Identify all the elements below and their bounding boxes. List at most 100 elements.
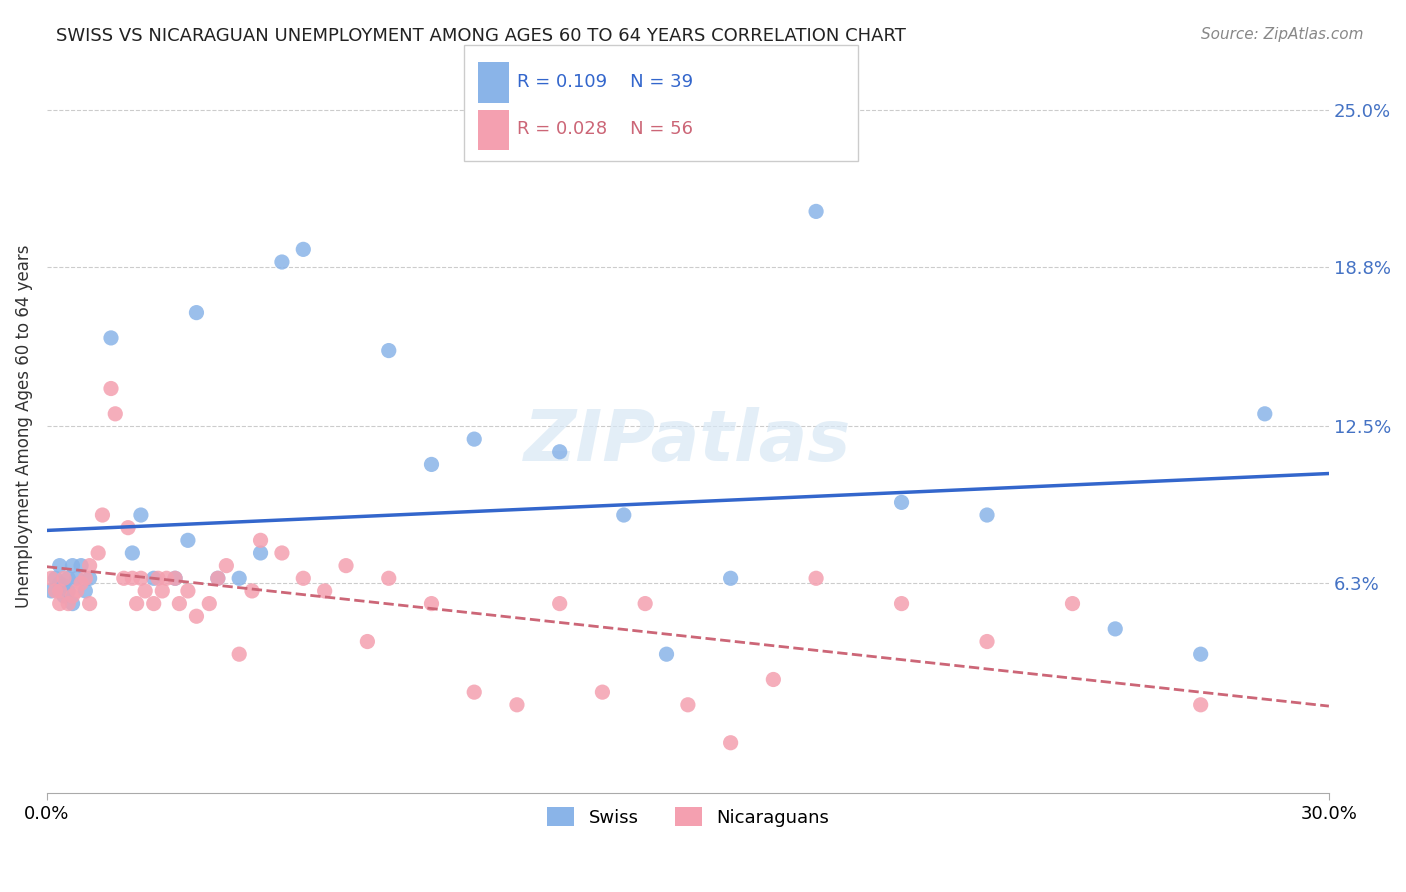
- Point: [292, 243, 315, 257]
- Point: [804, 204, 827, 219]
- Point: [506, 698, 529, 712]
- Point: [655, 647, 678, 661]
- Point: [53, 579, 76, 593]
- Point: [177, 583, 200, 598]
- Point: [804, 571, 827, 585]
- Point: [87, 546, 110, 560]
- Point: [420, 458, 443, 472]
- Point: [165, 571, 187, 585]
- Point: [1189, 698, 1212, 712]
- Point: [62, 597, 84, 611]
- Point: [146, 571, 169, 585]
- Point: [44, 571, 66, 585]
- Point: [1104, 622, 1126, 636]
- Point: [548, 444, 571, 458]
- Point: [79, 558, 101, 573]
- Point: [976, 508, 998, 522]
- Point: [271, 546, 294, 560]
- Point: [70, 576, 93, 591]
- Point: [720, 571, 742, 585]
- Point: [228, 647, 250, 661]
- Text: R = 0.028    N = 56: R = 0.028 N = 56: [517, 120, 693, 138]
- Point: [66, 571, 89, 585]
- Point: [48, 583, 70, 598]
- Point: [48, 597, 70, 611]
- Point: [53, 571, 76, 585]
- Point: [720, 736, 742, 750]
- Point: [53, 589, 76, 603]
- Point: [155, 571, 177, 585]
- Text: ZIPatlas: ZIPatlas: [524, 407, 852, 475]
- Point: [100, 331, 122, 345]
- Point: [890, 495, 912, 509]
- Legend: Swiss, Nicaraguans: Swiss, Nicaraguans: [538, 798, 838, 836]
- Point: [1254, 407, 1277, 421]
- Point: [121, 571, 143, 585]
- Point: [66, 583, 89, 598]
- Point: [1189, 647, 1212, 661]
- Point: [62, 558, 84, 573]
- Point: [58, 583, 80, 598]
- Point: [591, 685, 613, 699]
- Point: [228, 571, 250, 585]
- Point: [79, 597, 101, 611]
- Point: [463, 432, 485, 446]
- Point: [39, 571, 62, 585]
- Point: [548, 597, 571, 611]
- Point: [613, 508, 636, 522]
- Point: [186, 305, 208, 319]
- Point: [104, 407, 127, 421]
- Point: [169, 597, 191, 611]
- Point: [271, 255, 294, 269]
- Point: [58, 597, 80, 611]
- Point: [207, 571, 229, 585]
- Point: [249, 533, 271, 548]
- Point: [39, 583, 62, 598]
- Point: [129, 571, 152, 585]
- Point: [129, 508, 152, 522]
- Point: [134, 583, 156, 598]
- Point: [142, 571, 165, 585]
- Point: [79, 571, 101, 585]
- Point: [112, 571, 135, 585]
- Point: [314, 583, 336, 598]
- Point: [676, 698, 699, 712]
- Point: [292, 571, 315, 585]
- Point: [377, 571, 399, 585]
- Point: [198, 597, 221, 611]
- Point: [186, 609, 208, 624]
- Point: [1062, 597, 1084, 611]
- Point: [356, 634, 378, 648]
- Point: [150, 583, 173, 598]
- Point: [48, 576, 70, 591]
- Point: [48, 558, 70, 573]
- Point: [70, 558, 93, 573]
- Point: [91, 508, 114, 522]
- Point: [377, 343, 399, 358]
- Text: Source: ZipAtlas.com: Source: ZipAtlas.com: [1201, 27, 1364, 42]
- Point: [117, 521, 139, 535]
- Point: [75, 583, 97, 598]
- Point: [240, 583, 263, 598]
- Point: [215, 558, 238, 573]
- Point: [463, 685, 485, 699]
- Point: [420, 597, 443, 611]
- Point: [75, 571, 97, 585]
- Point: [142, 597, 165, 611]
- Point: [762, 673, 785, 687]
- Point: [165, 571, 187, 585]
- Point: [976, 634, 998, 648]
- Point: [335, 558, 357, 573]
- Text: R = 0.109    N = 39: R = 0.109 N = 39: [517, 73, 693, 91]
- Y-axis label: Unemployment Among Ages 60 to 64 years: Unemployment Among Ages 60 to 64 years: [15, 244, 32, 608]
- Point: [177, 533, 200, 548]
- Point: [249, 546, 271, 560]
- Point: [121, 546, 143, 560]
- Point: [890, 597, 912, 611]
- Point: [62, 589, 84, 603]
- Point: [634, 597, 657, 611]
- Point: [125, 597, 148, 611]
- Point: [207, 571, 229, 585]
- Point: [44, 583, 66, 598]
- Point: [100, 382, 122, 396]
